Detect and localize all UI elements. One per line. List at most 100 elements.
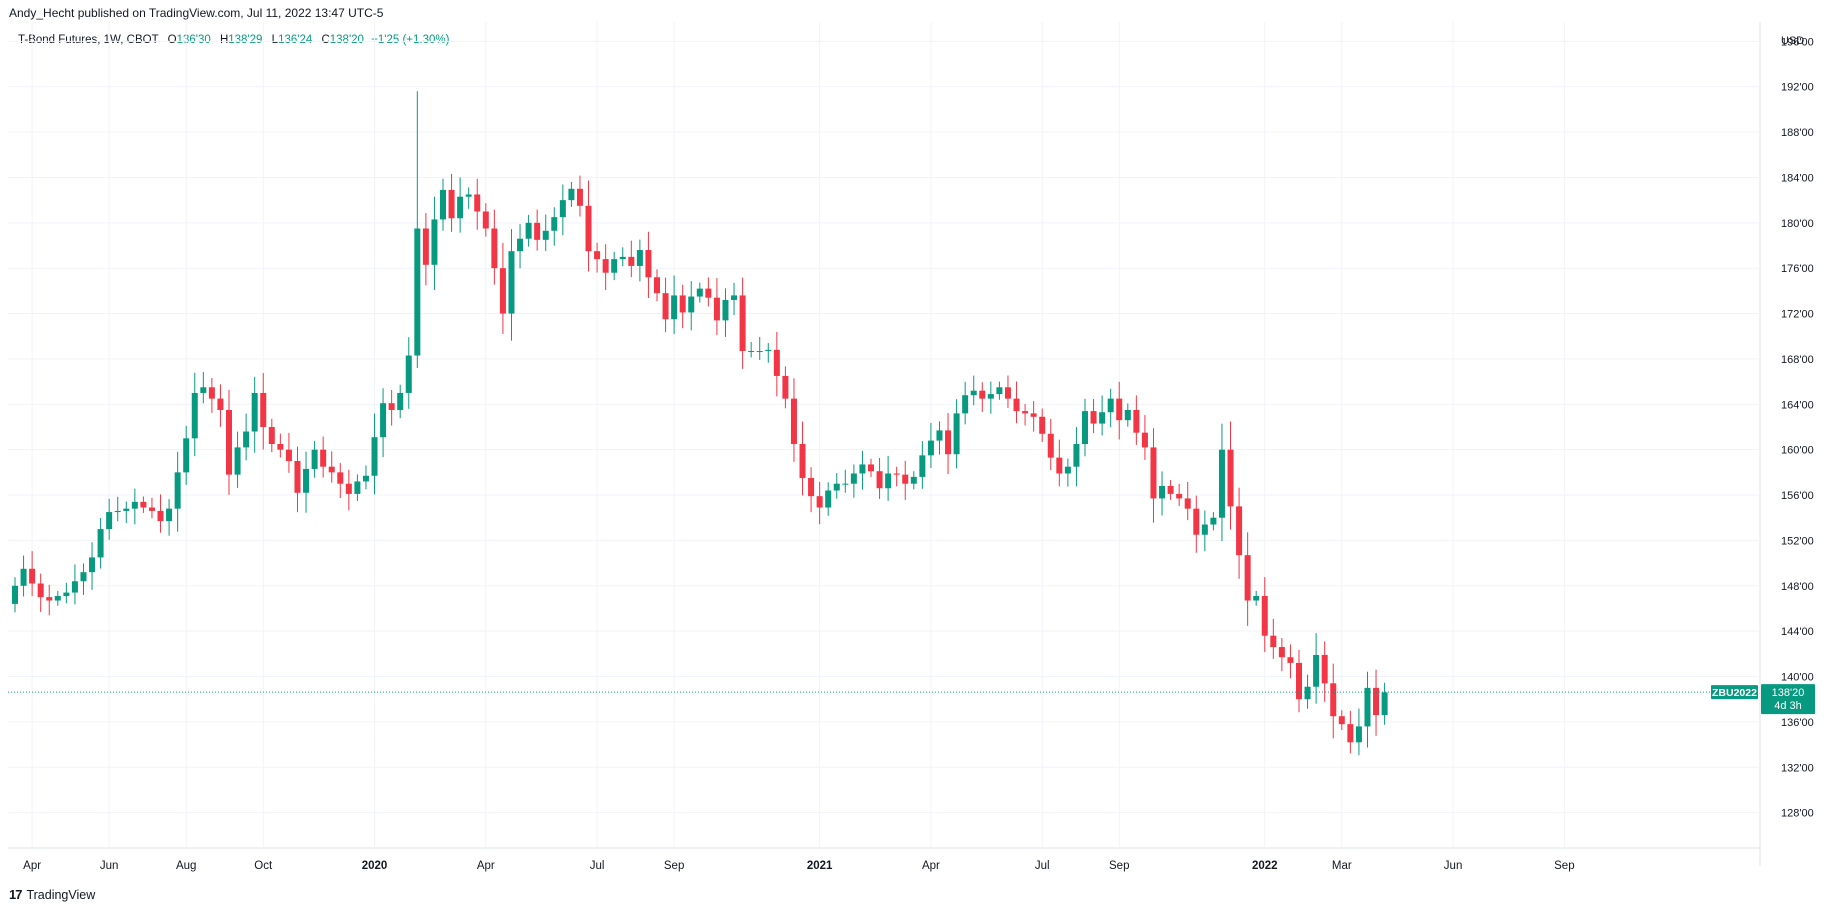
candle-body	[491, 228, 498, 269]
candle-down	[1347, 710, 1354, 754]
price-tick-label: 128'00	[1781, 808, 1814, 820]
candle-up	[54, 590, 61, 606]
candle-up	[962, 381, 969, 425]
candle-down	[337, 463, 344, 498]
candle-body	[268, 426, 275, 444]
candle-body	[183, 438, 190, 473]
candle-up	[191, 372, 198, 457]
candle-body	[1261, 595, 1268, 636]
candle-body	[1141, 432, 1148, 448]
candle-up	[885, 455, 892, 501]
candle-down	[285, 432, 292, 473]
time-axis: Apr Jun Aug Oct 2020 Apr Jul Sep 2021 Apr Jul Sep 20…	[23, 860, 1574, 872]
candle-up	[722, 288, 729, 337]
candle-down	[1004, 375, 1011, 408]
candle-up	[89, 542, 96, 590]
candle-body	[671, 295, 678, 320]
candle-body	[243, 431, 250, 448]
candle-down	[448, 173, 455, 232]
time-tick-label: Sep	[1554, 860, 1574, 872]
candle-body	[251, 392, 258, 432]
candle-up	[183, 425, 190, 485]
candle-body	[1013, 398, 1020, 412]
candle-up	[123, 501, 130, 523]
candle-up	[927, 422, 934, 468]
legend-open-label: O	[167, 34, 177, 46]
price-tick-label: 188'00	[1781, 127, 1814, 139]
candle-body	[936, 430, 943, 441]
candle-down	[1287, 644, 1294, 679]
candle-down	[945, 412, 952, 475]
candle-body	[551, 217, 558, 231]
candle-down	[602, 244, 609, 291]
candle-body	[1338, 716, 1345, 725]
candle-body	[636, 250, 643, 266]
price-tick-label: 148'00	[1781, 581, 1814, 593]
candle-body	[876, 471, 883, 489]
ticker-tag-bg	[1711, 685, 1758, 700]
candle-body	[833, 483, 840, 491]
candle-body	[191, 392, 198, 439]
time-tick-label: Apr	[922, 860, 940, 872]
candle-down	[816, 481, 823, 525]
candle-body	[970, 390, 977, 396]
candle-body	[979, 390, 986, 399]
candle-body	[1210, 517, 1217, 525]
candle-body	[431, 219, 438, 265]
candle-body	[893, 473, 900, 475]
candle-body	[927, 440, 934, 456]
legend-open-value: 136'30	[176, 34, 211, 46]
candle-up	[1107, 388, 1114, 428]
candle-body	[1047, 433, 1054, 458]
candle-body	[773, 349, 780, 376]
candle-up	[1364, 671, 1371, 748]
candle-down	[808, 467, 815, 513]
time-tick-label: Aug	[176, 860, 196, 872]
candle-up	[20, 555, 27, 597]
candle-body	[808, 478, 815, 497]
candle-body	[97, 529, 104, 558]
candle-down	[1321, 641, 1328, 702]
candle-body	[559, 200, 566, 218]
candle-body	[1116, 398, 1123, 421]
candle-down	[1184, 481, 1191, 521]
candle-up	[131, 488, 138, 525]
candle-body	[1022, 411, 1029, 414]
candle-down	[345, 469, 352, 511]
candle-up	[200, 371, 207, 404]
candle-body	[654, 277, 660, 294]
candle-body	[328, 466, 335, 473]
candle-down	[422, 212, 429, 286]
candle-body	[825, 490, 832, 508]
candle-body	[388, 403, 395, 410]
candle-body	[200, 387, 207, 393]
candle-body	[645, 250, 652, 278]
candle-body	[756, 350, 763, 352]
candle-down	[1022, 404, 1029, 426]
candle-up	[525, 214, 532, 247]
candle-up	[380, 388, 387, 458]
price-tick-label: 184'00	[1781, 172, 1814, 184]
candle-up	[371, 413, 378, 495]
candle-up	[551, 207, 558, 246]
candle-body	[1090, 411, 1097, 424]
candle-body	[362, 475, 369, 482]
tradingview-logo[interactable]: 17 TradingView	[9, 887, 95, 902]
candle-body	[1270, 635, 1277, 648]
price-tag-bg	[1761, 684, 1815, 715]
candle-up	[397, 384, 404, 419]
candle-up	[354, 474, 361, 501]
candle-up	[1064, 458, 1071, 487]
candle-body	[1304, 686, 1311, 700]
candle-body	[696, 288, 703, 297]
time-tick-label: 2020	[362, 860, 388, 872]
time-tick-label: Apr	[477, 860, 495, 872]
candle-body	[910, 476, 917, 484]
candle-body	[662, 293, 669, 320]
candle-body	[1201, 524, 1208, 535]
candle-body	[1184, 498, 1191, 509]
candle-body	[1004, 387, 1011, 399]
candle-body	[1296, 662, 1302, 700]
legend-low-label: L	[271, 34, 279, 46]
